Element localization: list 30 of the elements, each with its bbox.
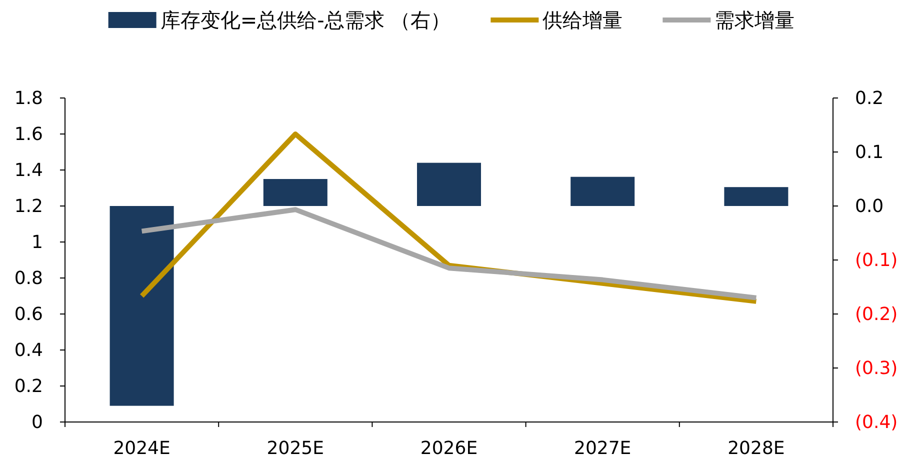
bar (570, 176, 635, 206)
legend-label: 需求增量 (714, 8, 795, 32)
x-tick-label: 2027E (574, 438, 632, 459)
legend-label: 供给增量 (542, 8, 623, 32)
y-tick-label: 1.6 (14, 124, 43, 145)
y2-tick-label: 0.0 (855, 196, 884, 217)
y-tick-label: 0.4 (14, 340, 43, 361)
y-tick-label: 0.2 (14, 376, 43, 397)
bar (724, 187, 788, 206)
x-tick-label: 2026E (420, 438, 478, 459)
y-tick-label: 0 (32, 412, 43, 433)
y-tick-label: 1.8 (14, 88, 43, 109)
y2-tick-label: (0.4) (855, 412, 898, 433)
x-tick-label: 2028E (728, 438, 785, 459)
bar (417, 162, 481, 206)
y2-tick-label: (0.3) (855, 358, 898, 379)
bar (110, 206, 174, 406)
x-tick-label: 2025E (266, 438, 324, 459)
y2-tick-label: 0.2 (855, 88, 884, 109)
legend-label: 库存变化=总供给-总需求 （右） (160, 8, 451, 32)
y2-tick-label: (0.2) (855, 304, 898, 325)
y-tick-label: 0.6 (14, 304, 43, 325)
y-tick-label: 1.4 (14, 160, 43, 181)
y-tick-label: 1 (32, 232, 43, 253)
x-tick-label: 2024E (113, 438, 170, 459)
bar (263, 179, 328, 206)
y-tick-label: 0.8 (14, 268, 43, 289)
y-tick-label: 1.2 (14, 196, 43, 217)
y2-tick-label: 0.1 (855, 142, 884, 163)
y2-tick-label: (0.1) (855, 250, 898, 271)
